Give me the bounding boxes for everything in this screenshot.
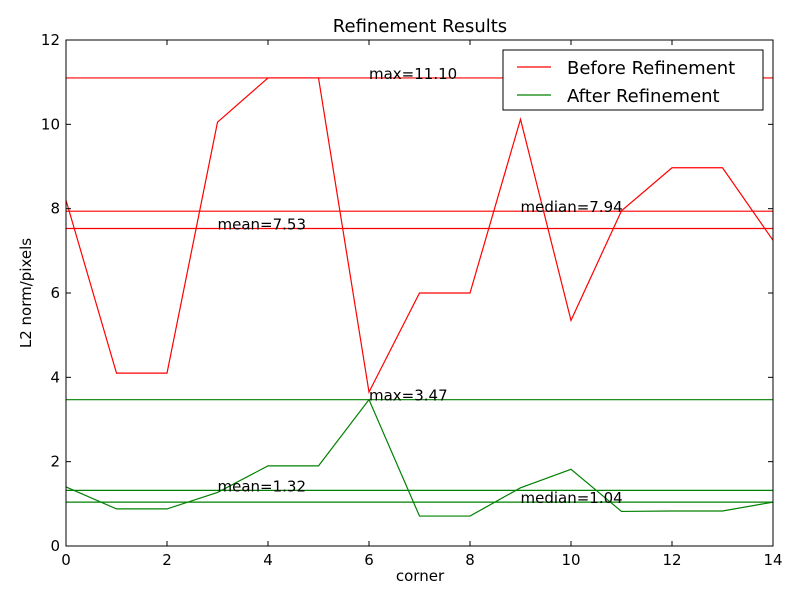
reference-label: mean=1.32 — [218, 477, 307, 495]
series-line — [65, 398, 774, 517]
chart-title: Refinement Results — [333, 16, 507, 37]
reference-label: mean=7.53 — [218, 215, 307, 233]
x-tick-label: 2 — [162, 551, 172, 569]
y-tick-label: 4 — [50, 368, 60, 386]
reference-label: median=1.04 — [521, 489, 623, 507]
x-axis-label: corner — [396, 567, 445, 585]
legend-label: After Refinement — [567, 86, 720, 107]
y-tick-label: 12 — [41, 31, 60, 49]
plot-area: max=11.10 median=7.94 mean=7.53 max=3.47 mea… — [41, 31, 783, 569]
x-tick-label: 4 — [263, 551, 273, 569]
x-tick-label: 0 — [61, 551, 71, 569]
y-tick-label: 2 — [50, 453, 60, 471]
x-tick-label: 6 — [364, 551, 374, 569]
y-axis-label: L2 norm/pixels — [17, 238, 35, 348]
reference-label: max=3.47 — [369, 387, 448, 405]
x-tick-label: 10 — [561, 551, 580, 569]
legend: Before Refinement After Refinement — [502, 49, 764, 111]
series-line — [65, 77, 774, 395]
y-tick-label: 10 — [41, 115, 60, 133]
legend-box — [502, 49, 764, 111]
legend-label: Before Refinement — [567, 58, 735, 79]
y-tick-label: 6 — [50, 284, 60, 302]
y-tick-label: 0 — [50, 537, 60, 555]
y-tick-label: 8 — [50, 200, 60, 218]
reference-label: median=7.94 — [521, 198, 623, 216]
reference-label: max=11.10 — [369, 65, 457, 83]
x-tick-label: 12 — [662, 551, 681, 569]
x-tick-label: 14 — [763, 551, 782, 569]
x-tick-label: 8 — [465, 551, 475, 569]
